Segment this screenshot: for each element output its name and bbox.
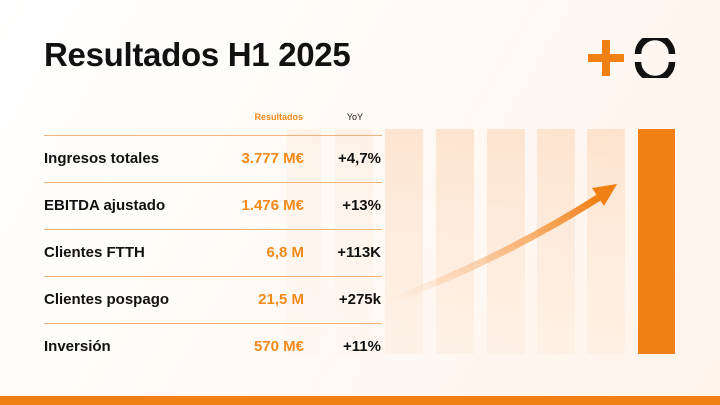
row-yoy: +11% [343, 338, 381, 355]
row-label: Inversión [44, 338, 111, 355]
row-label: Clientes FTTH [44, 244, 145, 261]
bar-4 [436, 129, 474, 354]
row-label: EBITDA ajustado [44, 197, 166, 214]
row-yoy: +13% [342, 197, 381, 214]
row-value: 570 M€ [253, 338, 304, 355]
table-row: EBITDA ajustado 1.476 M€ +13% [44, 182, 382, 229]
row-label: Clientes pospago [44, 291, 170, 308]
table-row: Inversión 570 M€ +11% [44, 323, 382, 370]
row-value: 21,5 M [258, 291, 304, 308]
trend-arrow-head [592, 184, 617, 206]
table-row: Clientes pospago 21,5 M +275k [44, 276, 382, 323]
row-value: 1.476 M€ [241, 197, 304, 214]
row-label: Ingresos totales [44, 150, 160, 167]
results-table: Ingresos totales 3.777 M€ +4,7% EBITDA a… [44, 135, 382, 370]
row-yoy: +4,7% [338, 150, 381, 167]
table-row: Clientes FTTH 6,8 M +113K [44, 229, 382, 276]
plus-circle-logo-icon [588, 38, 676, 78]
row-yoy: +275k [338, 291, 381, 308]
row-yoy: +113K [337, 244, 381, 261]
bar-8-highlight [638, 129, 675, 354]
bar-3 [385, 129, 423, 354]
row-value: 3.777 M€ [241, 150, 304, 167]
bottom-accent-bar [0, 396, 720, 405]
page-title: Resultados H1 2025 [44, 36, 351, 73]
trend-arrow-icon [388, 194, 602, 304]
column-header-yoy: YoY [346, 112, 363, 122]
bar-1 [287, 129, 321, 354]
row-value: 6,8 M [266, 244, 304, 261]
bar-7 [587, 129, 625, 354]
bar-6 [537, 129, 575, 354]
column-header-results: Resultados [254, 112, 303, 122]
table-row: Ingresos totales 3.777 M€ +4,7% [44, 135, 382, 182]
bar-2 [335, 129, 373, 354]
